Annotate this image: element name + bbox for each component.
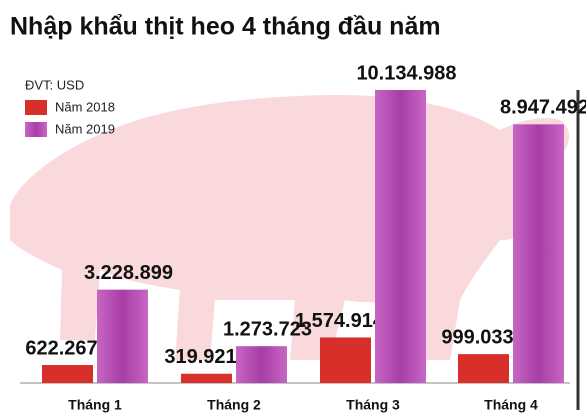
x-tick-label: Tháng 2 (207, 397, 261, 413)
value-label: 3.228.899 (84, 262, 173, 284)
bar (320, 337, 371, 383)
bar (181, 373, 232, 383)
value-label: 999.033 (441, 326, 513, 348)
bar (42, 365, 93, 383)
legend-label: Năm 2019 (55, 121, 115, 136)
x-tick-label: Tháng 1 (68, 397, 122, 413)
chart-title: Nhập khẩu thịt heo 4 tháng đầu năm (10, 13, 441, 41)
value-label: 319.921 (164, 346, 236, 368)
x-tick-label: Tháng 3 (346, 397, 400, 413)
value-label: 622.267 (25, 337, 97, 359)
bar (375, 90, 426, 383)
unit-label: ĐVT: USD (25, 77, 84, 92)
legend-swatch (25, 122, 47, 137)
bar (97, 289, 148, 383)
legend-swatch (25, 100, 47, 115)
x-tick-label: Tháng 4 (484, 397, 538, 413)
bar (458, 354, 509, 383)
value-label: 1.273.723 (223, 318, 312, 340)
pig-silhouette (10, 95, 570, 360)
bar (236, 346, 287, 383)
value-label: 8.947.492 (500, 97, 586, 119)
legend-label: Năm 2018 (55, 99, 115, 114)
bar (513, 124, 564, 384)
value-label: 1.574.914 (295, 310, 385, 332)
value-label: 10.134.988 (356, 62, 456, 84)
